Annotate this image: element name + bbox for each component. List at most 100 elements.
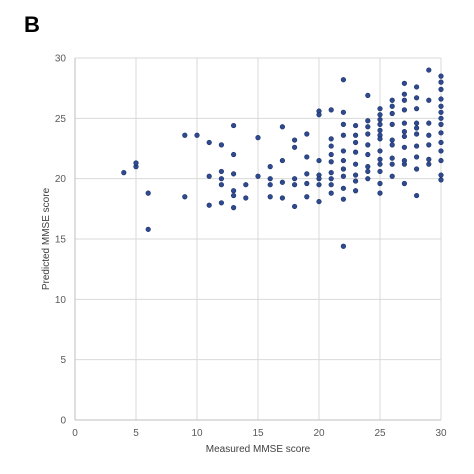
data-point [438,130,444,136]
data-point [377,106,383,112]
data-point [304,194,310,200]
data-point [267,182,273,188]
data-point [218,142,224,148]
x-tick-label: 10 [191,428,203,439]
data-point [353,178,359,184]
data-point [353,132,359,138]
data-point [438,73,444,79]
data-point [414,192,420,199]
data-point [279,124,286,130]
data-point [121,170,127,176]
data-point [401,144,408,150]
data-point [340,121,347,127]
data-point [414,84,420,90]
data-point [401,107,408,113]
data-point [353,188,359,194]
data-point [414,125,420,131]
data-point [133,160,139,166]
x-tick-label: 0 [72,428,78,439]
data-point [316,157,322,164]
data-point [438,148,444,154]
data-point [243,182,249,188]
data-point [426,142,432,148]
data-point [426,132,432,138]
data-point [353,149,359,155]
data-point [304,171,310,177]
data-point [377,136,383,142]
data-point [316,112,322,118]
data-point [438,103,444,109]
data-point [377,161,383,167]
data-point [243,195,249,201]
data-point [426,97,432,103]
y-tick-label: 20 [55,174,67,185]
data-point [365,142,371,148]
data-point [377,121,383,127]
data-point [267,164,273,170]
data-point [267,176,273,182]
y-tick-label: 25 [55,114,67,125]
x-axis-label: Measured MMSE score [206,444,311,455]
data-point [328,176,334,182]
data-point [206,139,212,146]
data-point [218,176,224,182]
data-point [389,142,395,148]
tick-labels: 0 5 10 15 20 25 30 0 5 10 15 20 25 30 [55,54,447,440]
y-tick-label: 5 [60,355,66,366]
data-point [389,155,395,161]
data-point [182,194,188,200]
data-point [389,137,395,143]
data-point [304,180,310,187]
data-point [438,109,444,115]
data-points [121,67,444,249]
y-tick-label: 15 [55,235,67,246]
data-point [279,179,286,185]
data-point [389,161,395,167]
data-point [328,107,334,113]
data-point [340,148,347,154]
data-point [389,121,395,127]
data-point [414,95,420,101]
data-point [401,80,408,86]
data-point [401,91,408,97]
data-point [340,132,347,138]
data-point [231,151,237,158]
data-point [353,139,359,146]
data-point [377,112,383,118]
data-point [353,161,359,167]
data-point [231,192,237,199]
data-point [414,166,420,172]
data-point [414,106,420,112]
data-point [292,144,298,150]
data-point [231,171,237,177]
x-tick-label: 25 [374,428,386,439]
data-point [353,172,359,178]
data-point [426,161,432,167]
y-tick-label: 30 [55,54,67,65]
data-point [365,124,371,130]
data-point [340,77,347,83]
data-point [206,202,212,208]
data-point [340,157,347,164]
data-point [292,203,298,210]
data-point [414,120,420,126]
data-point [438,139,444,146]
data-point [389,110,395,117]
data-point [218,168,224,175]
data-point [365,164,371,170]
data-point [401,161,408,167]
data-point [414,131,420,137]
x-tick-label: 30 [435,428,447,439]
panel-label: B [24,12,40,37]
data-point [365,176,371,182]
data-point [401,120,408,126]
y-axis-label: Predicted MMSE score [41,187,52,290]
data-point [389,173,395,179]
data-point [316,176,322,182]
data-point [206,173,212,179]
data-point [438,172,444,178]
data-point [218,182,224,188]
data-point [438,96,444,102]
data-point [377,148,383,154]
data-point [377,180,383,187]
